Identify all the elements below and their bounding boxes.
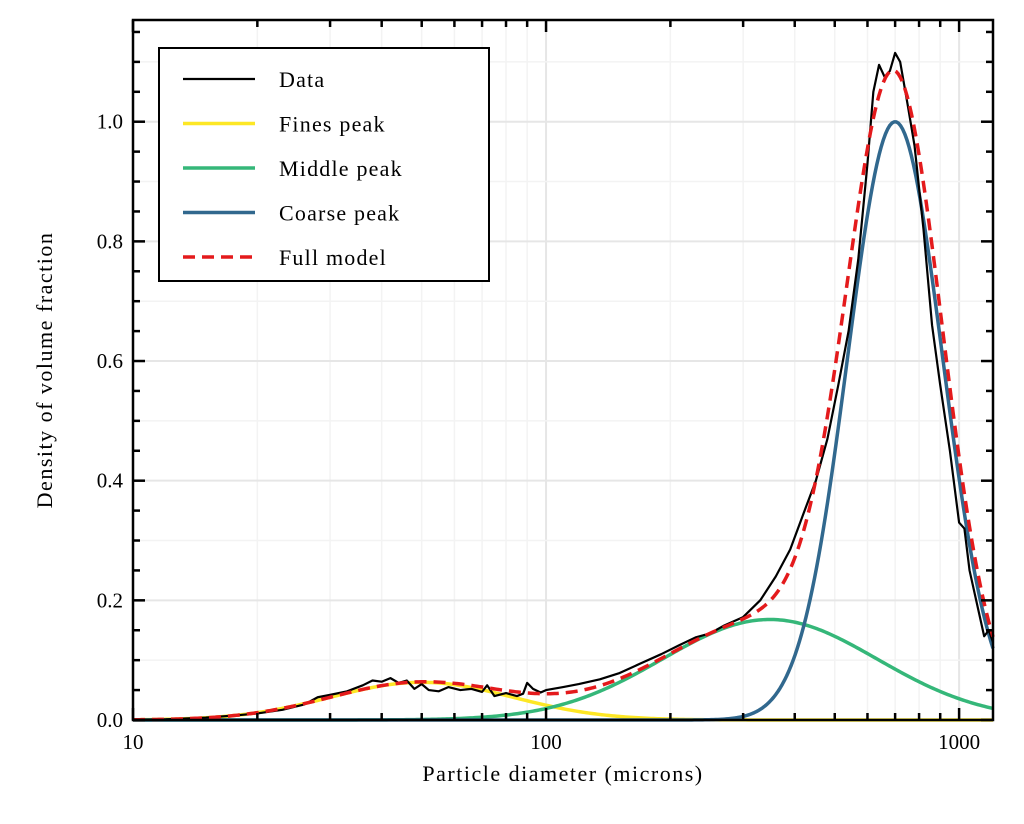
legend-label-data: Data — [279, 67, 325, 92]
y-tick-label: 1.0 — [97, 110, 123, 134]
tick-labels: 10 100 1000 0.0 0.2 0.4 0.6 0.8 1.0 — [97, 110, 980, 754]
x-tick-label: 100 — [530, 730, 562, 754]
series-data-line — [132, 51, 995, 722]
y-tick-label: 0.4 — [97, 469, 124, 493]
legend: Data Fines peak Middle peak Coarse peak Full… — [158, 47, 490, 282]
y-tick-label: 0.0 — [97, 708, 123, 732]
legend-label-coarse-peak: Coarse peak — [279, 201, 400, 226]
series-full-model-line — [132, 68, 995, 722]
y-tick-label: 0.8 — [97, 229, 123, 253]
y-tick-label: 0.2 — [97, 588, 123, 612]
legend-label-full-model: Full model — [279, 245, 387, 270]
series-middle-peak-line — [133, 617, 994, 722]
legend-label-fines-peak: Fines peak — [279, 112, 386, 137]
x-tick-label: 10 — [123, 730, 144, 754]
plot-frame — [131, 18, 995, 722]
legend-label-middle-peak: Middle peak — [279, 156, 403, 181]
legend-box — [158, 47, 490, 282]
y-tick-label: 0.6 — [97, 349, 123, 373]
y-axis-label: Density of volume fraction — [32, 232, 57, 509]
x-axis-label: Particle diameter (microns) — [422, 761, 703, 786]
x-tick-label: 1000 — [938, 730, 980, 754]
